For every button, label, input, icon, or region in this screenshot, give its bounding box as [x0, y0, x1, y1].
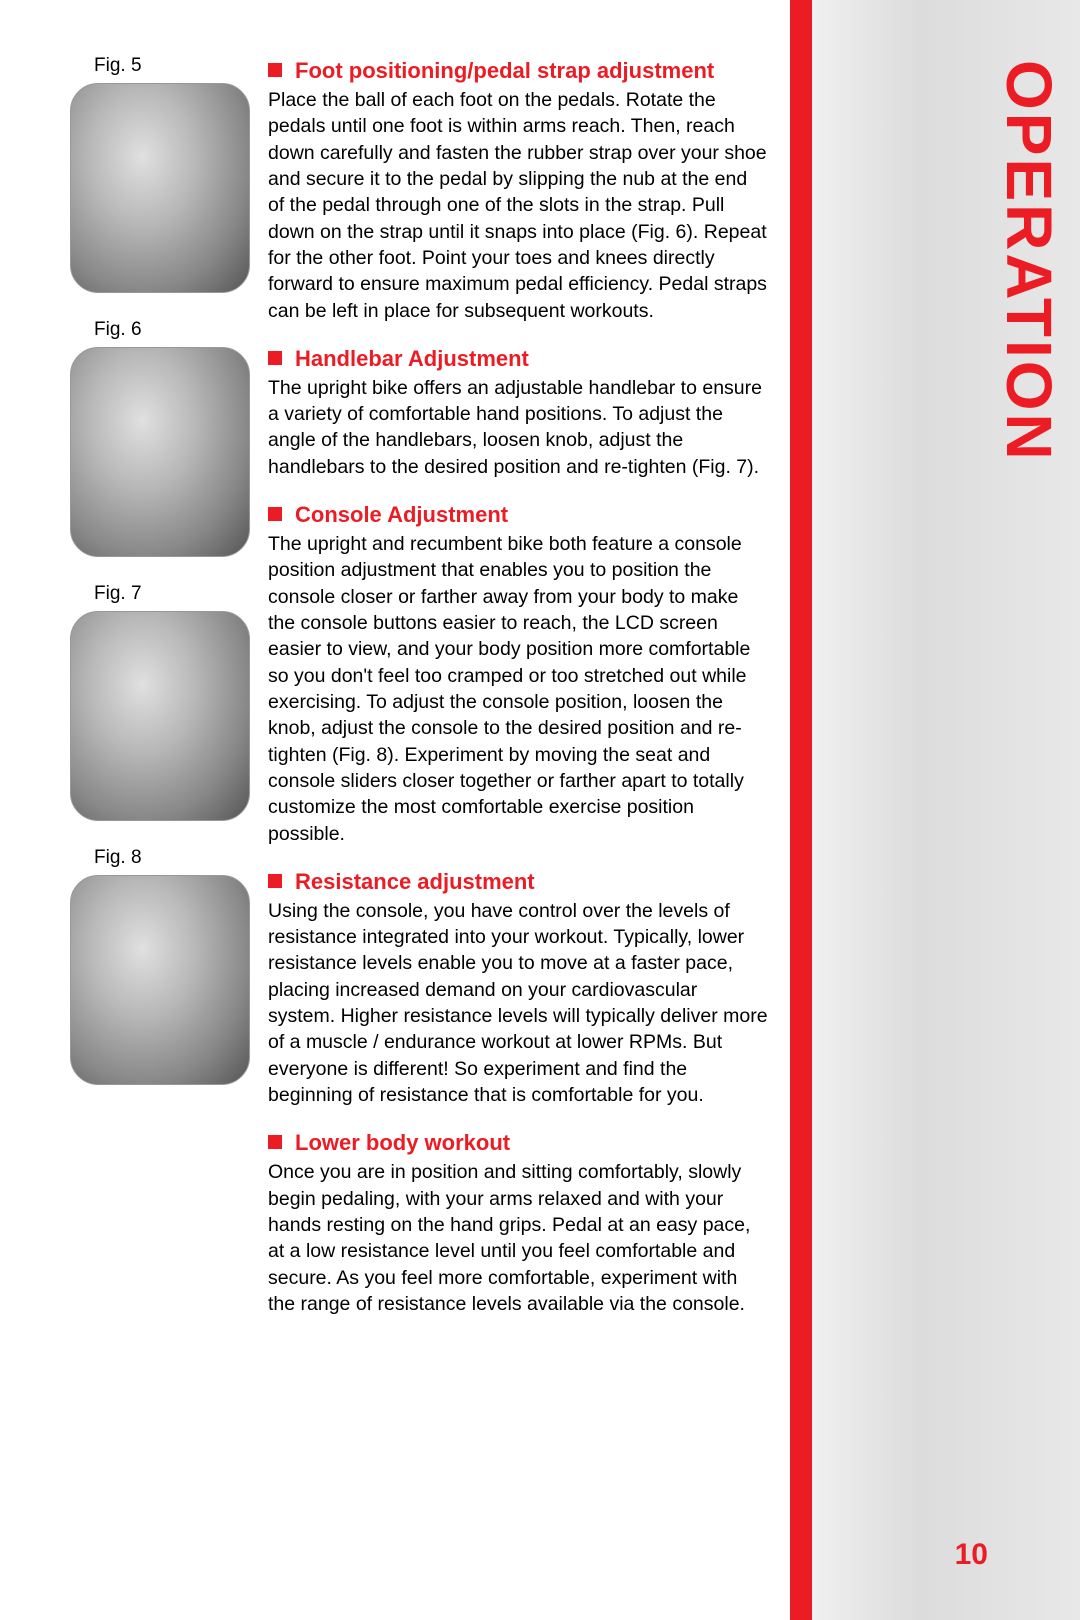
section: Handlebar Adjustment The upright bike of… — [268, 346, 768, 480]
bullet-icon — [268, 507, 282, 521]
heading-text: Resistance adjustment — [295, 869, 535, 894]
bullet-icon — [268, 351, 282, 365]
bullet-icon — [268, 1135, 282, 1149]
heading-text: Lower body workout — [295, 1130, 510, 1155]
page-number: 10 — [955, 1538, 988, 1572]
section: Lower body workout Once you are in posit… — [268, 1130, 768, 1317]
section-heading: Foot positioning/pedal strap adjustment — [268, 58, 768, 84]
figure-label: Fig. 8 — [94, 847, 250, 869]
section-body: The upright bike offers an adjustable ha… — [268, 375, 768, 480]
page: OPERATION Fig. 5 Fig. 6 Fig. 7 Fig. 8 Fo… — [0, 0, 1080, 1620]
section-heading: Handlebar Adjustment — [268, 346, 768, 372]
figure-image — [70, 611, 250, 821]
section-body: The upright and recumbent bike both feat… — [268, 531, 768, 847]
section-heading: Resistance adjustment — [268, 869, 768, 895]
figure-label: Fig. 6 — [94, 319, 250, 341]
section: Resistance adjustment Using the console,… — [268, 869, 768, 1109]
main-content: Foot positioning/pedal strap adjustment … — [268, 58, 768, 1339]
heading-text: Foot positioning/pedal strap adjustment — [295, 58, 714, 83]
figure-image — [70, 83, 250, 293]
bullet-icon — [268, 63, 282, 77]
bullet-icon — [268, 874, 282, 888]
figure-label: Fig. 7 — [94, 583, 250, 605]
heading-text: Console Adjustment — [295, 502, 508, 527]
figure-column: Fig. 5 Fig. 6 Fig. 7 Fig. 8 — [70, 55, 250, 1111]
section-tab: OPERATION — [992, 60, 1066, 463]
section-heading: Lower body workout — [268, 1130, 768, 1156]
section: Console Adjustment The upright and recum… — [268, 502, 768, 847]
section-heading: Console Adjustment — [268, 502, 768, 528]
figure-image — [70, 875, 250, 1085]
figure-image — [70, 347, 250, 557]
section-body: Using the console, you have control over… — [268, 898, 768, 1109]
heading-text: Handlebar Adjustment — [295, 346, 529, 371]
section-body: Once you are in position and sitting com… — [268, 1159, 768, 1317]
section-body: Place the ball of each foot on the pedal… — [268, 87, 768, 324]
section: Foot positioning/pedal strap adjustment … — [268, 58, 768, 324]
figure-label: Fig. 5 — [94, 55, 250, 77]
